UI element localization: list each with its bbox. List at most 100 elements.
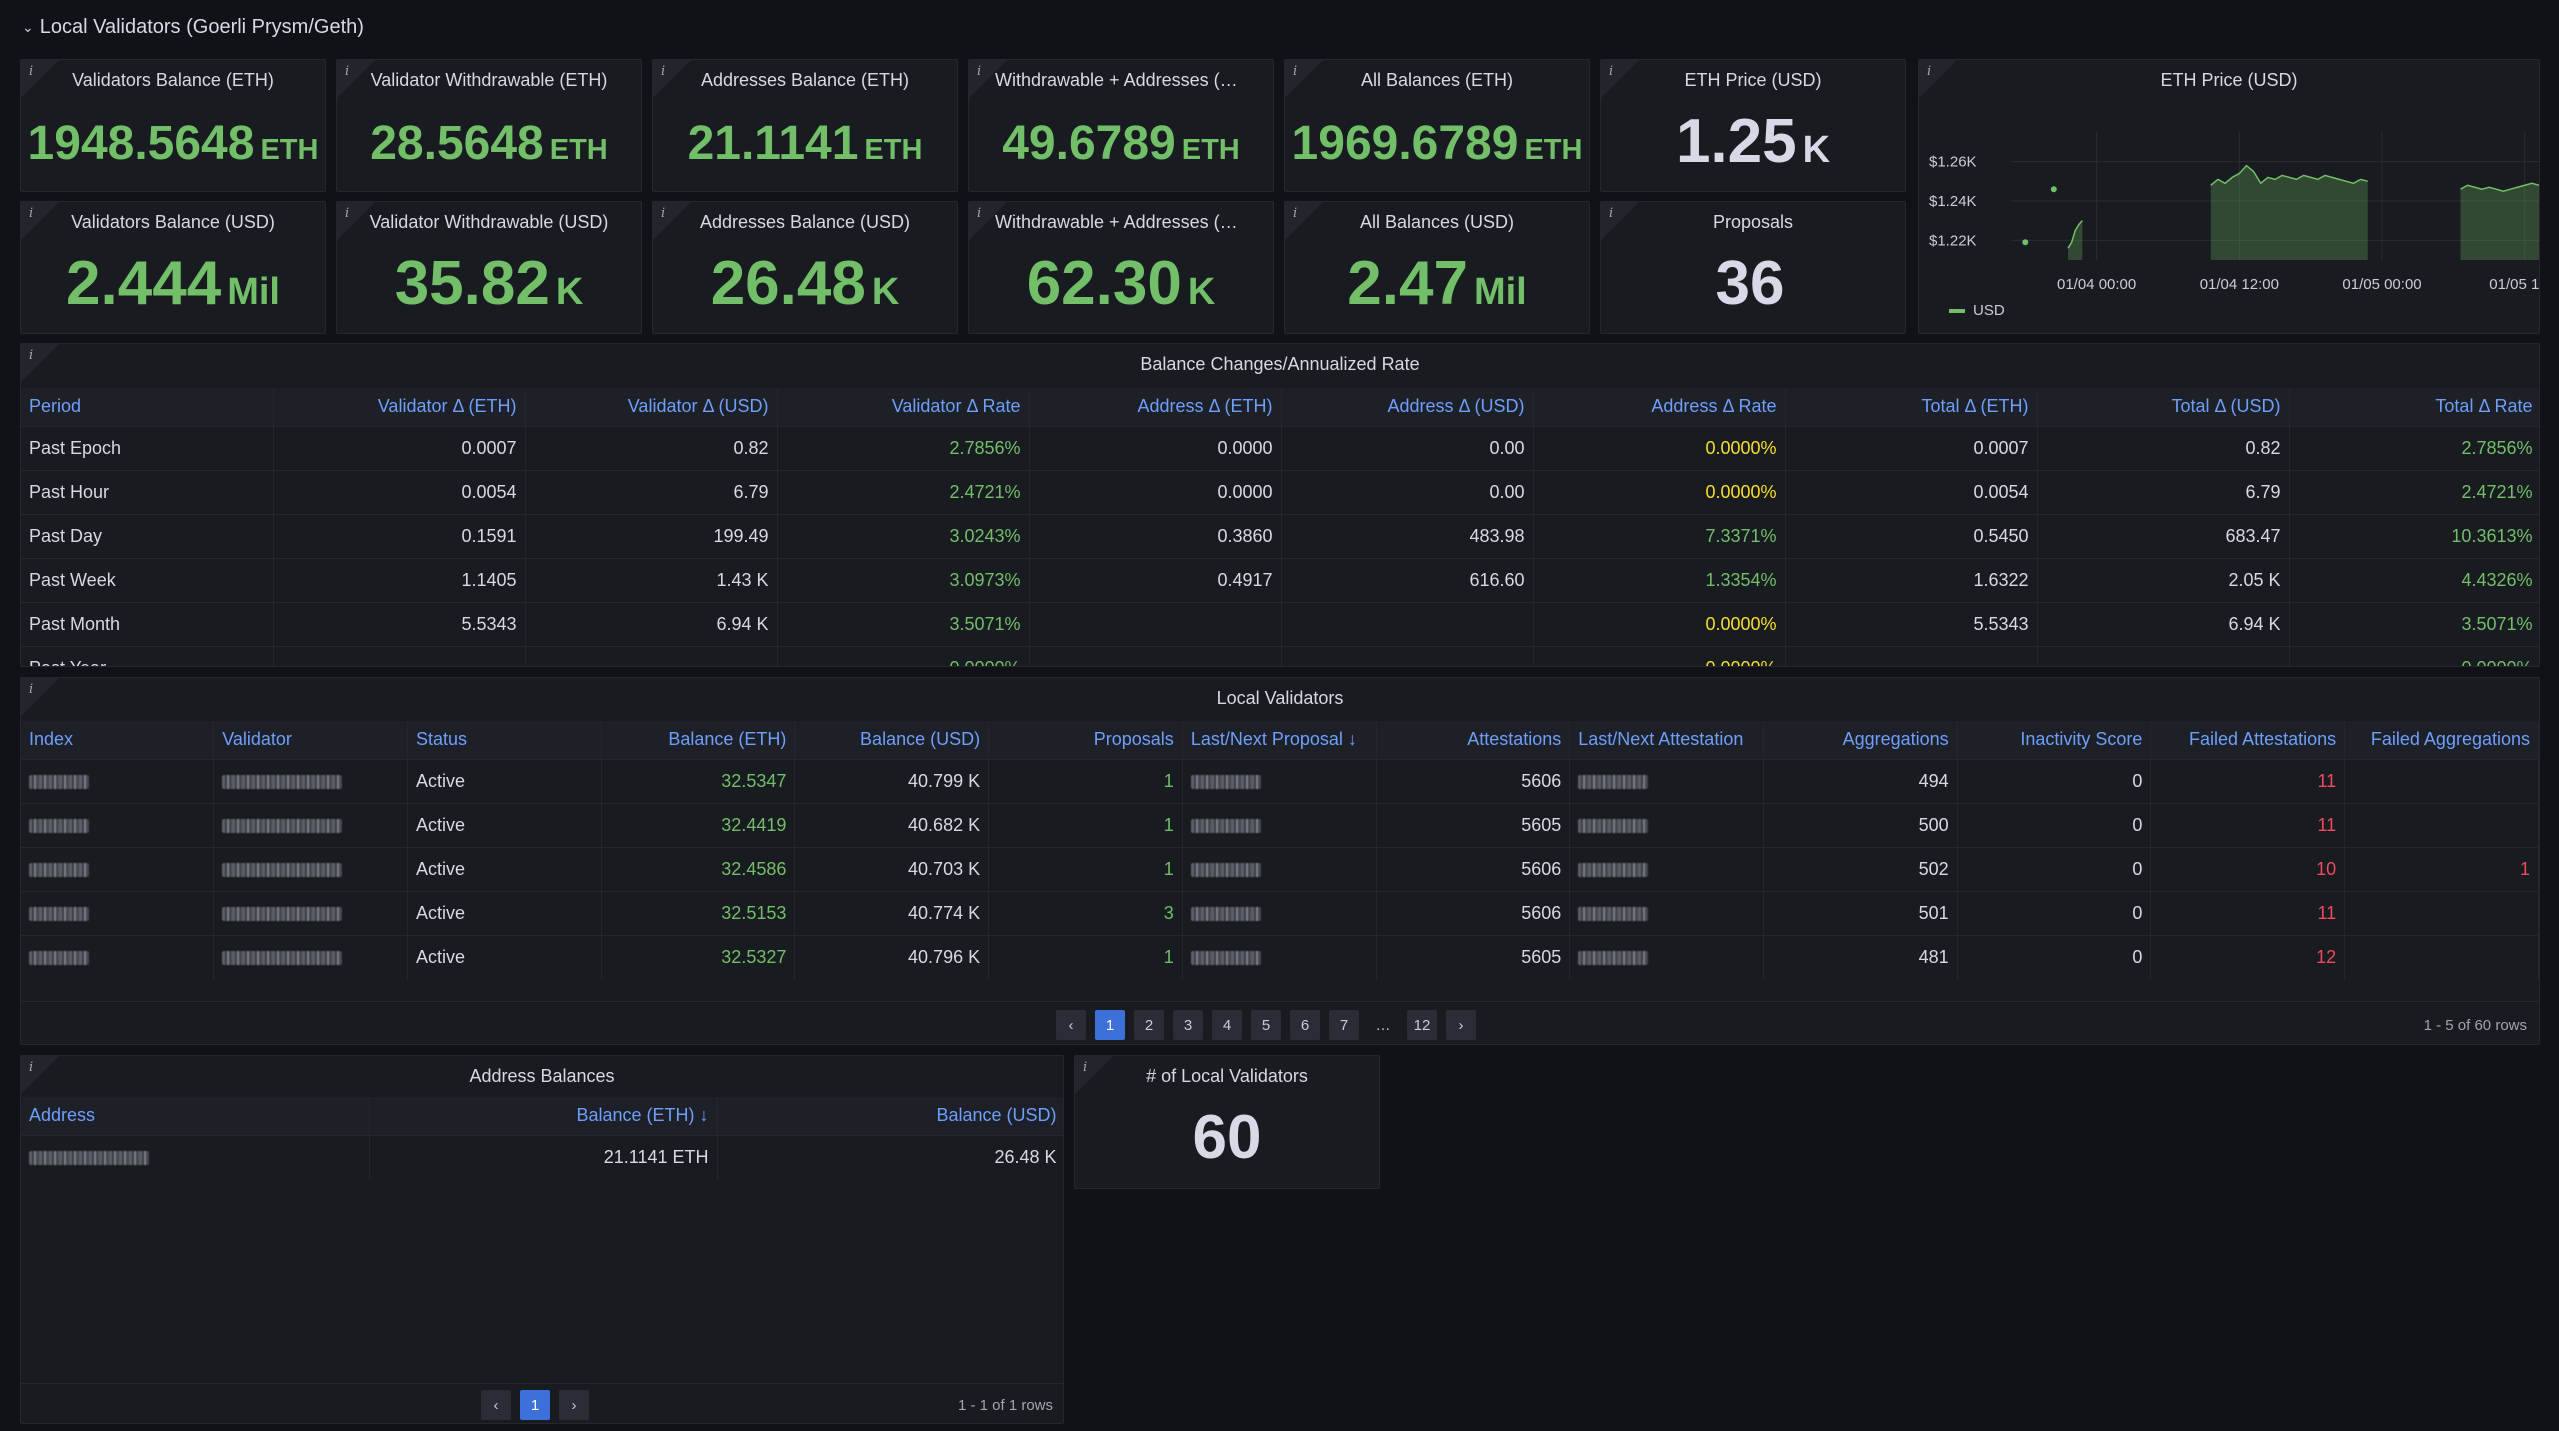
- column-header[interactable]: Status: [407, 721, 602, 759]
- table-row[interactable]: Past Day 0.1591 199.49 3.0243% 0.3860 483.98 7…: [21, 513, 2539, 558]
- info-icon[interactable]: i: [29, 1060, 34, 1075]
- column-header[interactable]: Balance (USD): [794, 721, 990, 759]
- dashboard-row-header[interactable]: ⌄ Local Validators (Goerli Prysm/Geth): [22, 16, 364, 39]
- table-cell: [2344, 890, 2539, 935]
- column-header[interactable]: Index: [21, 721, 215, 759]
- page-button[interactable]: 7: [1329, 1010, 1359, 1040]
- column-header[interactable]: Proposals: [988, 721, 1183, 759]
- info-icon[interactable]: i: [29, 206, 34, 221]
- column-header[interactable]: Address Δ Rate: [1533, 388, 1786, 426]
- series-line[interactable]: [2460, 182, 2539, 192]
- address-balances-panel: i Address Balances Address Balance (ETH) …: [20, 1055, 1064, 1424]
- table-cell: 3.5071%: [777, 601, 1030, 646]
- data-point[interactable]: [2022, 239, 2029, 246]
- info-icon[interactable]: i: [29, 64, 34, 79]
- info-icon[interactable]: i: [977, 206, 982, 221]
- column-header[interactable]: Last/Next Attestation: [1569, 721, 1764, 759]
- stat-unit: ETH: [1524, 134, 1583, 166]
- column-header[interactable]: Validator Δ (USD): [525, 388, 778, 426]
- column-header[interactable]: Failed Attestations: [2150, 721, 2346, 759]
- info-icon[interactable]: i: [345, 206, 350, 221]
- next-page-button[interactable]: ›: [1446, 1010, 1476, 1040]
- column-header[interactable]: Period: [21, 388, 274, 426]
- series-area[interactable]: [2068, 220, 2083, 260]
- table-cell: 2.7856%: [777, 425, 1030, 470]
- column-header[interactable]: Total Δ (USD): [2037, 388, 2290, 426]
- stat-unit: K: [871, 271, 900, 313]
- column-header[interactable]: Address Δ (USD): [1281, 388, 1534, 426]
- redacted-value: [29, 906, 89, 921]
- series-line[interactable]: [2210, 164, 2368, 186]
- table-row[interactable]: 21.1141 ETH 26.48 K: [21, 1134, 1063, 1179]
- column-header[interactable]: Balance (USD): [717, 1097, 1063, 1135]
- info-icon[interactable]: i: [1083, 1060, 1088, 1075]
- series-line[interactable]: [2067, 220, 2083, 249]
- redacted-value: [1190, 906, 1261, 921]
- info-icon[interactable]: i: [977, 64, 982, 79]
- previous-page-button[interactable]: ‹: [481, 1390, 511, 1420]
- column-header[interactable]: Address Δ (ETH): [1029, 388, 1282, 426]
- page-button[interactable]: 12: [1407, 1010, 1437, 1040]
- info-icon[interactable]: i: [1609, 64, 1614, 79]
- table-cell: 0: [1957, 890, 2152, 935]
- table-row[interactable]: Active 32.5327 40.796 K 1 5605 481 0 12: [21, 934, 2539, 979]
- table-row[interactable]: Past Epoch 0.0007 0.82 2.7856% 0.0000 0.00 0.0…: [21, 425, 2539, 470]
- column-header[interactable]: Validator: [213, 721, 408, 759]
- info-icon[interactable]: i: [661, 206, 666, 221]
- table-cell: Active: [407, 802, 602, 847]
- table-row[interactable]: Active 32.4419 40.682 K 1 5605 500 0 11: [21, 802, 2539, 847]
- table-cell: Past Month: [21, 601, 274, 646]
- table-row[interactable]: Past Year 0.0000% 0.0000% 0.0000%: [21, 645, 2539, 666]
- panel-title: Proposals: [1712, 212, 1794, 232]
- validator-count-panel: i # of Local Validators 60: [1074, 1055, 1380, 1189]
- data-point[interactable]: [2050, 186, 2057, 193]
- column-header[interactable]: Last/Next Proposal ↓: [1182, 721, 1377, 759]
- column-header[interactable]: Validator Δ Rate: [777, 388, 1030, 426]
- table-cell: Active: [407, 846, 602, 891]
- column-header[interactable]: Address: [21, 1097, 370, 1135]
- page-button[interactable]: 4: [1212, 1010, 1242, 1040]
- info-icon[interactable]: i: [29, 348, 34, 363]
- column-header[interactable]: Total Δ Rate: [2289, 388, 2539, 426]
- table-cell: 0.4917: [1029, 557, 1282, 602]
- page-button[interactable]: 3: [1173, 1010, 1203, 1040]
- info-icon[interactable]: i: [29, 682, 34, 697]
- info-icon[interactable]: i: [1609, 206, 1614, 221]
- column-header[interactable]: Balance (ETH): [601, 721, 796, 759]
- table-row[interactable]: Past Week 1.1405 1.43 K 3.0973% 0.4917 616.60…: [21, 557, 2539, 602]
- column-header[interactable]: Total Δ (ETH): [1785, 388, 2038, 426]
- column-header[interactable]: Aggregations: [1763, 721, 1958, 759]
- series-area[interactable]: [2210, 165, 2368, 260]
- next-page-button[interactable]: ›: [559, 1390, 589, 1420]
- column-header[interactable]: Failed Aggregations: [2344, 721, 2539, 759]
- table-row[interactable]: Active 32.5347 40.799 K 1 5606 494 0 11: [21, 758, 2539, 803]
- column-header[interactable]: Attestations: [1376, 721, 1571, 759]
- stat-value: 1.25 K: [1601, 106, 1905, 177]
- info-icon[interactable]: i: [661, 64, 666, 79]
- stat-value: 2.444 Mil: [21, 248, 325, 319]
- table-cell: 500: [1763, 802, 1958, 847]
- page-button[interactable]: 6: [1290, 1010, 1320, 1040]
- chart-legend[interactable]: USD: [1949, 302, 2005, 319]
- page-button[interactable]: 5: [1251, 1010, 1281, 1040]
- column-header[interactable]: Validator Δ (ETH): [273, 388, 526, 426]
- table-row[interactable]: Past Hour 0.0054 6.79 2.4721% 0.0000 0.00 0.00…: [21, 469, 2539, 514]
- eth-price-chart[interactable]: $1.22K $1.24K $1.26K 01/04 00:00 01/04 12:00…: [1919, 60, 2540, 334]
- previous-page-button[interactable]: ‹: [1056, 1010, 1086, 1040]
- series-area[interactable]: [2460, 183, 2539, 260]
- page-button[interactable]: 1: [1095, 1010, 1125, 1040]
- info-icon[interactable]: i: [1293, 64, 1298, 79]
- page-button[interactable]: 2: [1134, 1010, 1164, 1040]
- table-row[interactable]: Past Month 5.5343 6.94 K 3.5071% 0.0000% 5.53…: [21, 601, 2539, 646]
- page-button[interactable]: 1: [520, 1390, 550, 1420]
- info-icon[interactable]: i: [1927, 64, 1932, 79]
- table-row[interactable]: Active 32.4586 40.703 K 1 5606 502 0 10 1: [21, 846, 2539, 891]
- column-header[interactable]: Balance (ETH) ↓: [369, 1097, 718, 1135]
- table-row[interactable]: Active 32.5153 40.774 K 3 5606 501 0 11: [21, 890, 2539, 935]
- table-cell: 3.5071%: [2289, 601, 2539, 646]
- info-icon[interactable]: i: [1293, 206, 1298, 221]
- info-icon[interactable]: i: [345, 64, 350, 79]
- table-cell: 483.98: [1281, 513, 1534, 558]
- local-validators-panel: i Local Validators Index Validator Status B…: [20, 677, 2540, 1045]
- column-header[interactable]: Inactivity Score: [1957, 721, 2152, 759]
